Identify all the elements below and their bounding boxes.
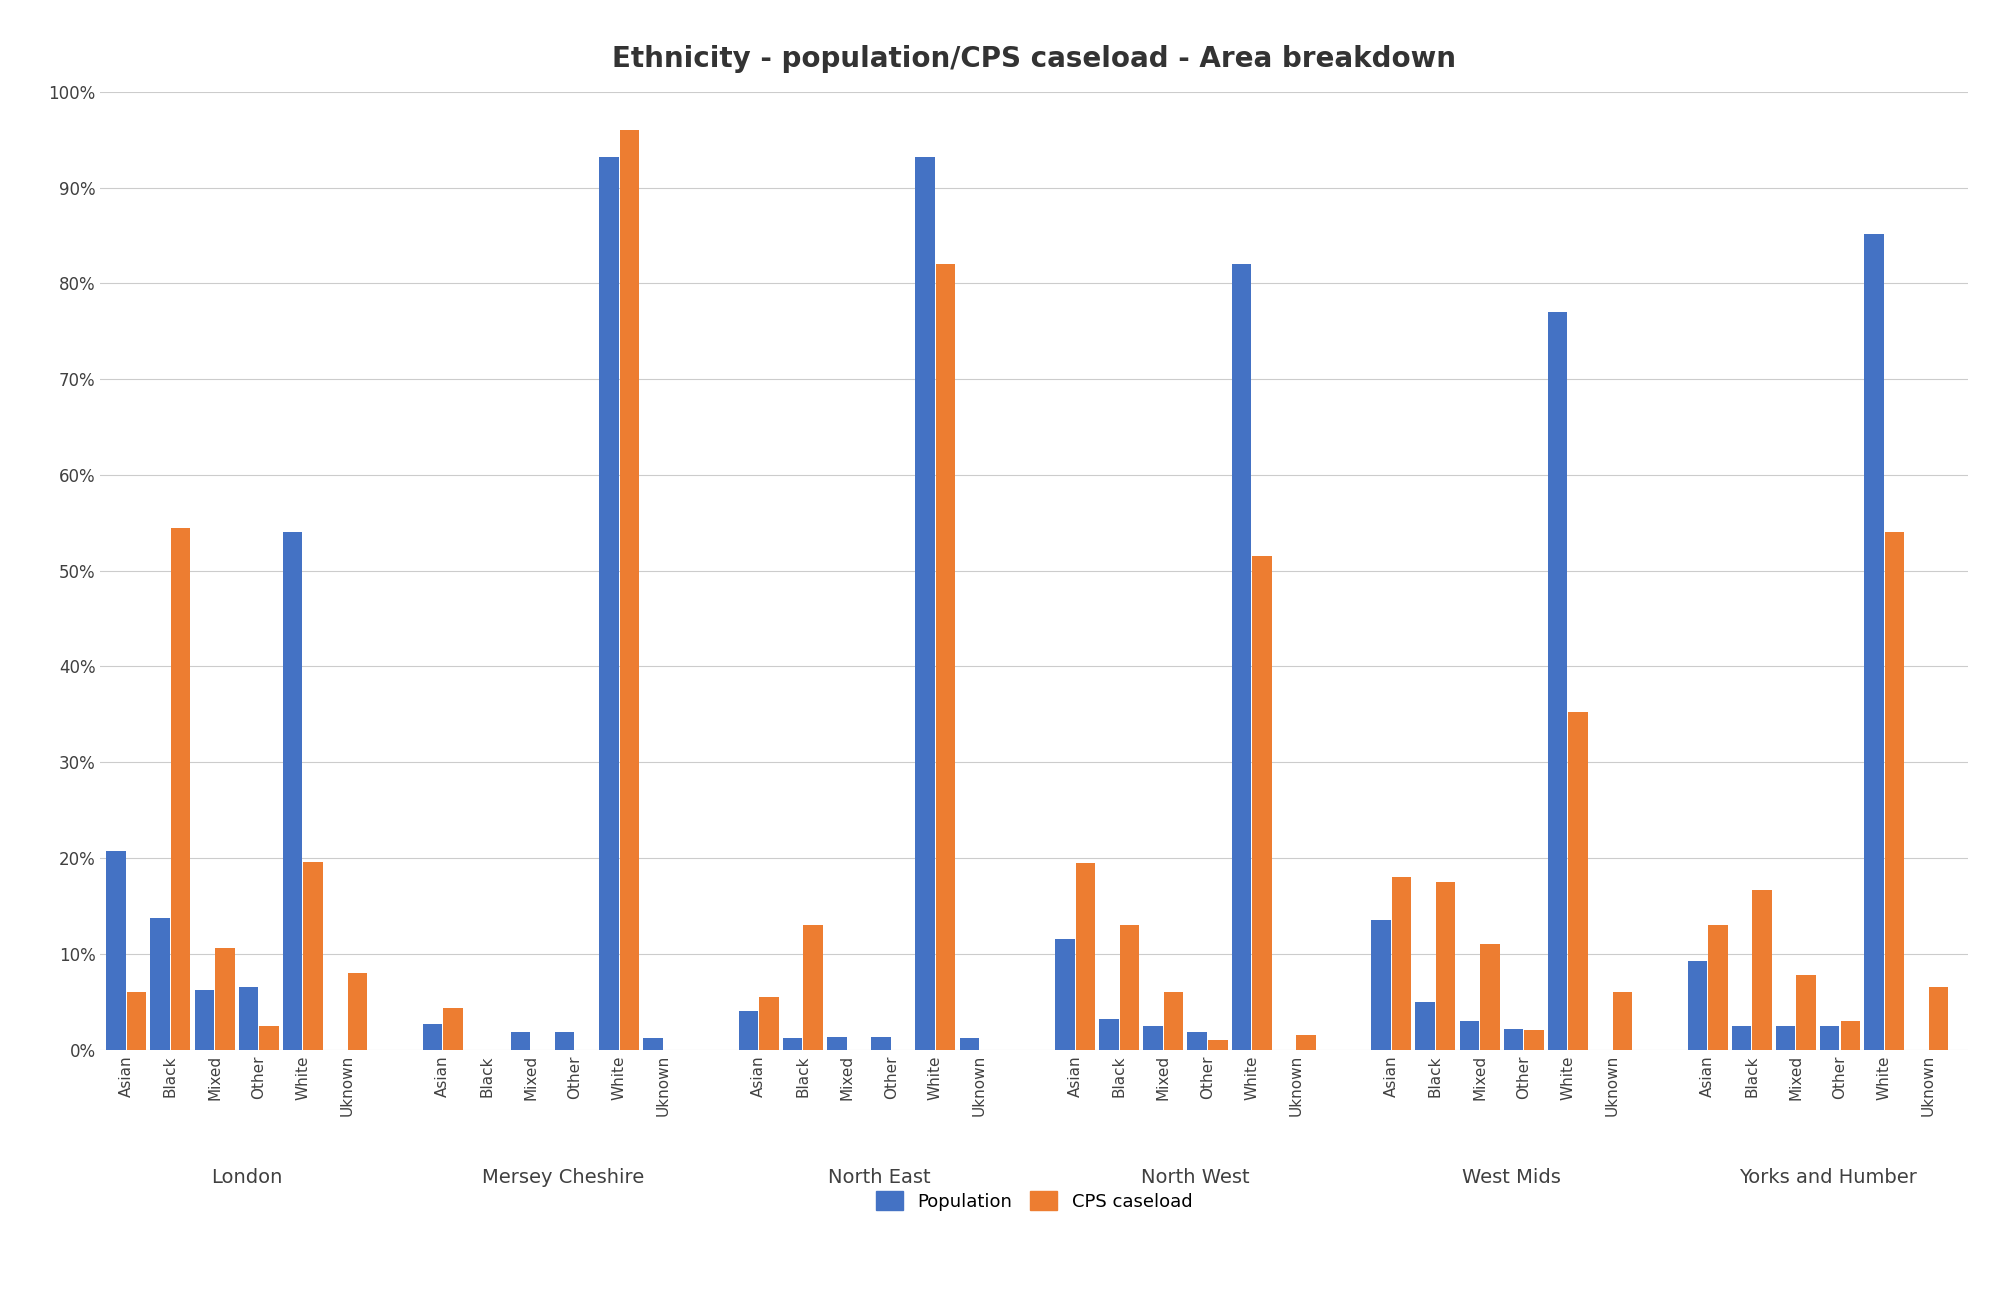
Bar [444,1009,462,1050]
Bar [827,1038,847,1050]
Bar [1142,1026,1162,1050]
Bar [1120,925,1138,1050]
Text: Mersey Cheshire: Mersey Cheshire [482,1168,644,1186]
Bar [935,264,955,1050]
Title: Ethnicity - population/CPS caseload - Area breakdown: Ethnicity - population/CPS caseload - Ar… [612,45,1455,73]
Bar [1708,925,1726,1050]
Bar [783,1038,803,1050]
Bar [510,1033,530,1050]
Bar [1435,882,1455,1050]
Text: North East: North East [827,1168,929,1186]
Bar [1297,1035,1315,1050]
Bar [739,1012,759,1050]
Bar [1840,1021,1858,1050]
Bar [1567,712,1588,1050]
Bar [1208,1040,1226,1050]
Bar [803,925,823,1050]
Bar [1862,234,1883,1050]
Bar [259,1026,279,1050]
Bar [239,988,259,1050]
Bar [347,974,367,1050]
Bar [1054,939,1074,1050]
Bar [1818,1026,1838,1050]
Text: North West: North West [1140,1168,1248,1186]
Bar [1371,920,1391,1050]
Bar [1459,1021,1479,1050]
Bar [126,992,147,1050]
Bar [195,991,215,1050]
Bar [642,1038,662,1050]
Bar [215,949,235,1050]
Bar [1686,960,1706,1050]
Bar [1730,1026,1750,1050]
Bar [1547,312,1567,1050]
Bar [1929,988,1947,1050]
Bar [283,533,303,1050]
Legend: Population, CPS caseload: Population, CPS caseload [869,1183,1198,1218]
Bar [1503,1029,1523,1050]
Bar [1523,1030,1543,1050]
Bar [1186,1033,1206,1050]
Bar [959,1038,979,1050]
Bar [871,1038,891,1050]
Text: West Mids: West Mids [1461,1168,1559,1186]
Bar [1076,863,1094,1050]
Bar [1230,264,1250,1050]
Bar [421,1023,442,1050]
Bar [759,997,779,1050]
Bar [1391,878,1411,1050]
Bar [303,862,323,1050]
Bar [171,527,191,1050]
Bar [620,130,638,1050]
Bar [1885,533,1903,1050]
Text: London: London [211,1168,281,1186]
Bar [915,157,935,1050]
Bar [554,1033,574,1050]
Bar [1479,945,1499,1050]
Bar [106,851,126,1050]
Bar [1252,556,1270,1050]
Bar [1752,890,1770,1050]
Bar [1796,975,1814,1050]
Bar [151,918,171,1050]
Bar [1415,1001,1435,1050]
Bar [598,157,618,1050]
Bar [1774,1026,1794,1050]
Bar [1164,992,1182,1050]
Text: Yorks and Humber: Yorks and Humber [1738,1168,1915,1186]
Bar [1612,992,1632,1050]
Bar [1098,1019,1118,1050]
